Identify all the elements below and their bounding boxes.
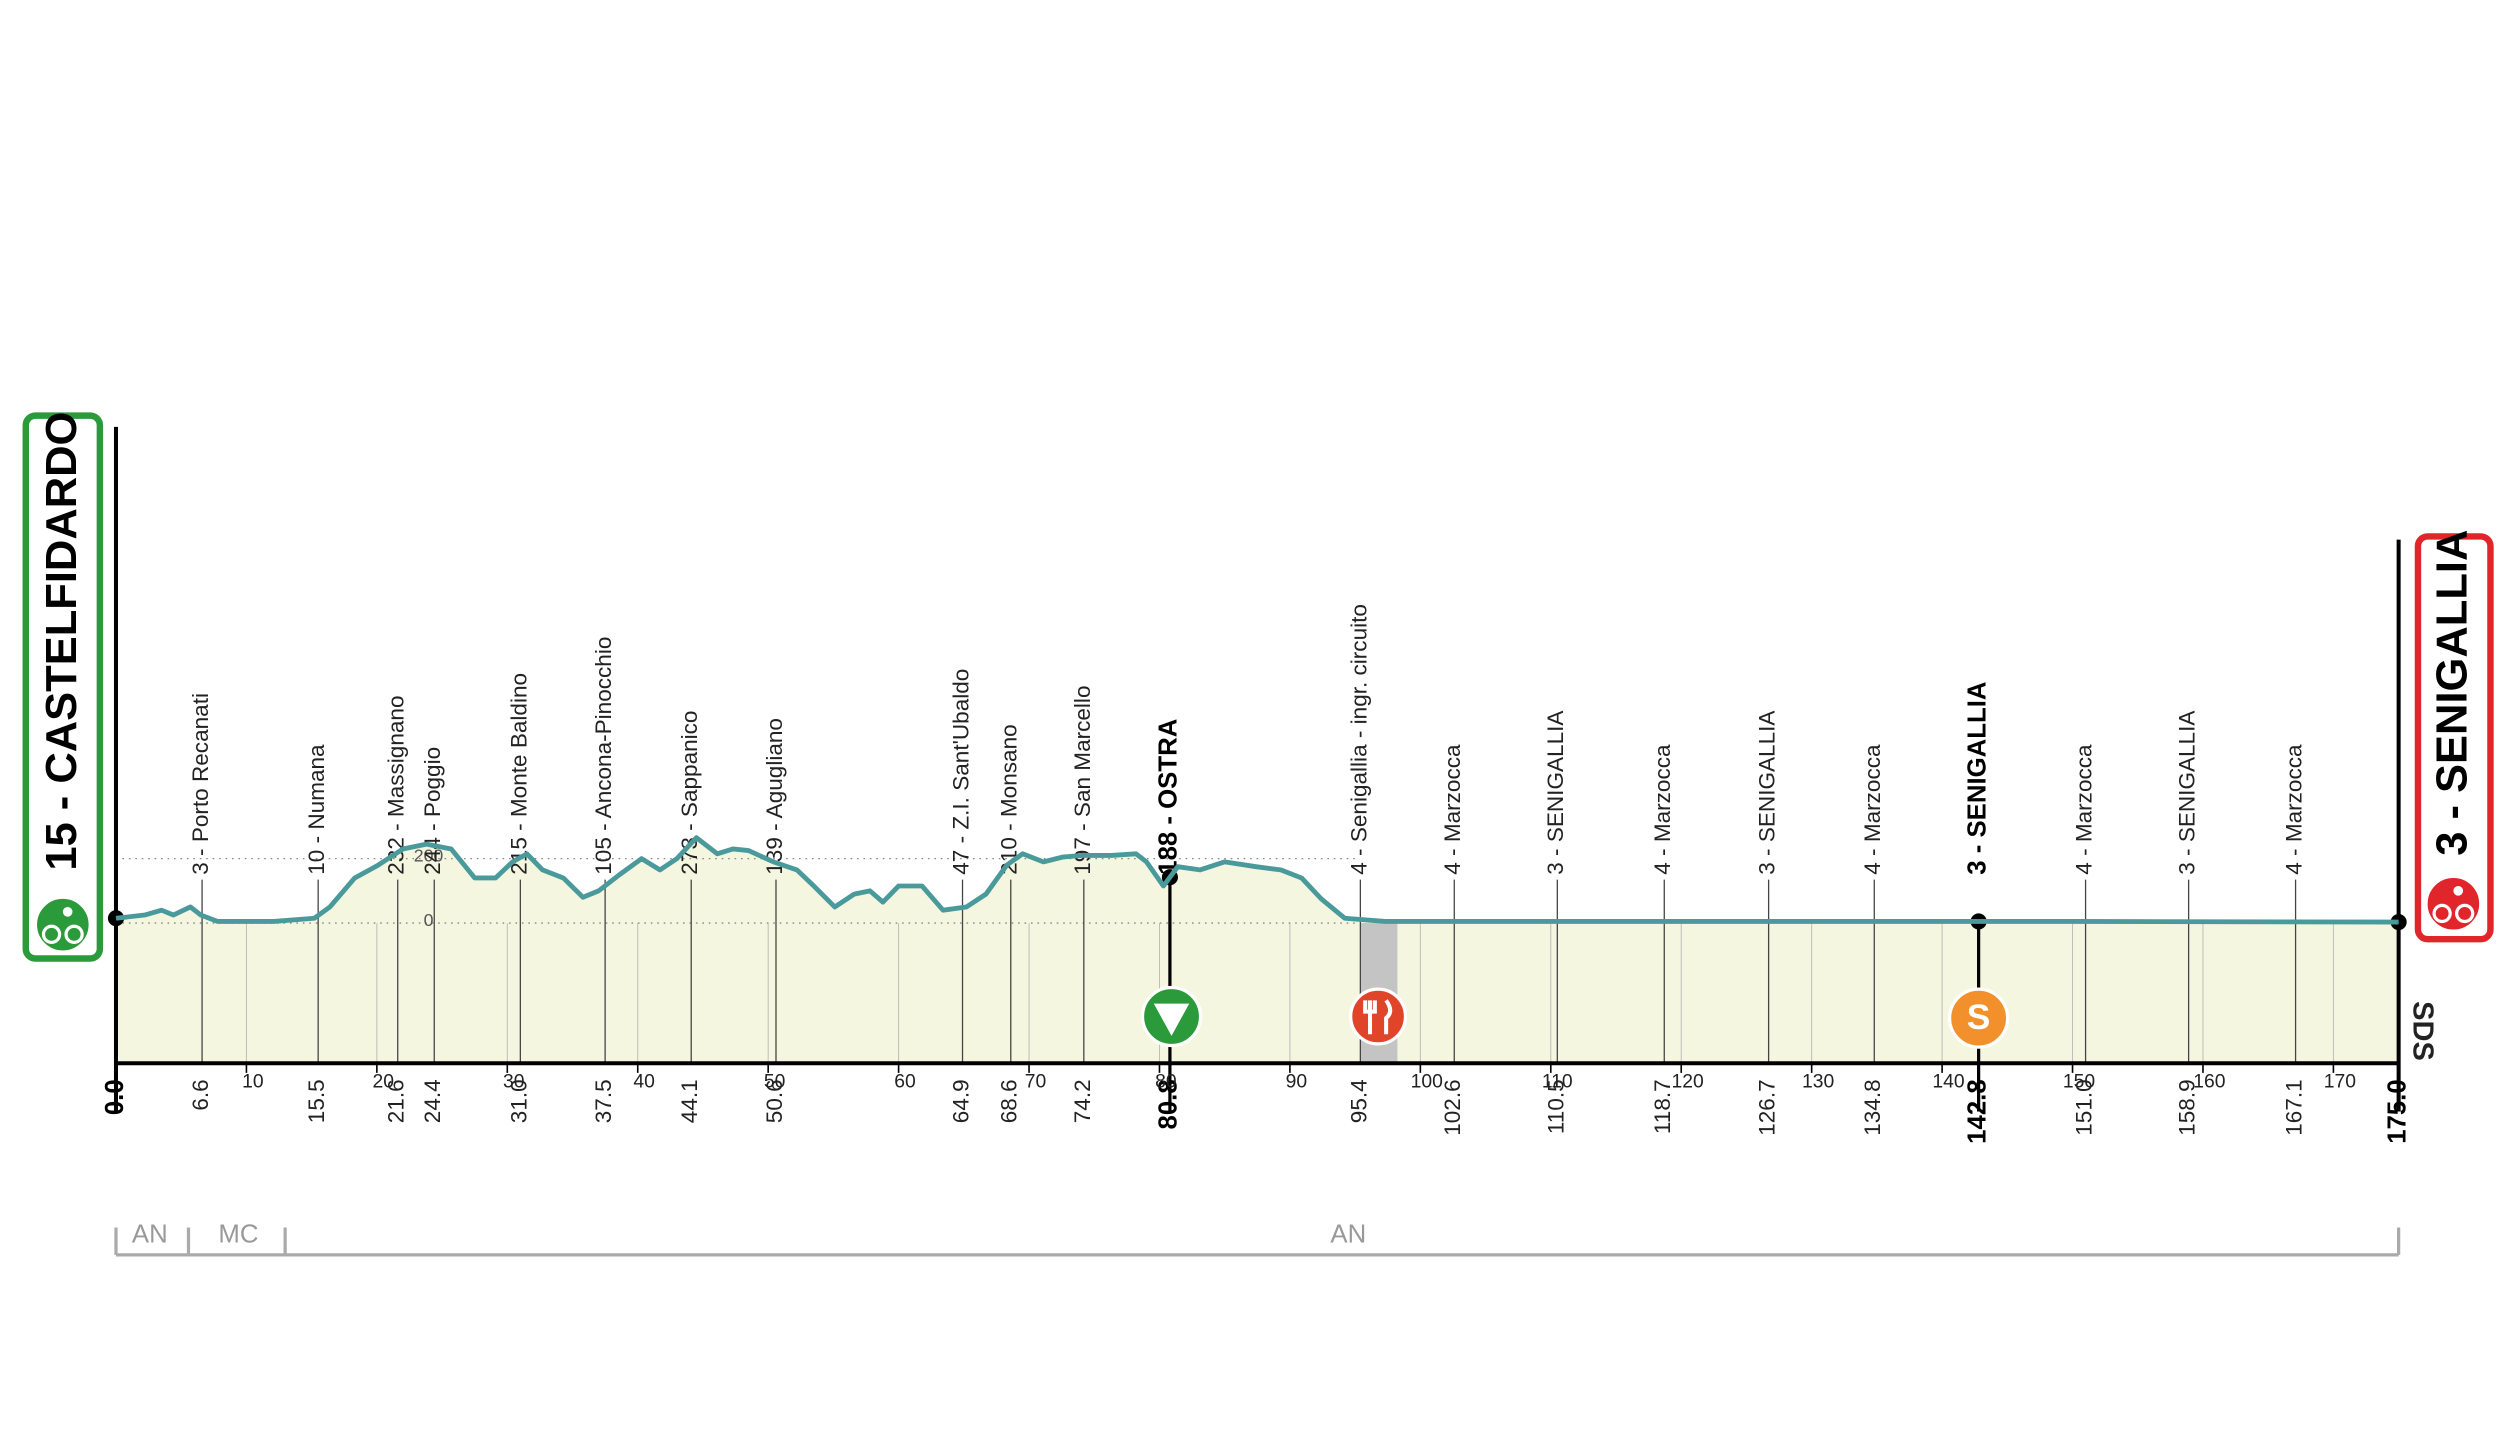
waypoint-km: 6.6 (188, 1079, 213, 1110)
start-badge (22, 412, 104, 962)
waypoint-km: 24.4 (420, 1079, 445, 1123)
waypoint-name: 4 - Marzocca (2072, 744, 2097, 875)
waypoint-km: 95.4 (1346, 1079, 1371, 1123)
x-tick-label: 60 (894, 1072, 916, 1093)
waypoint-name: 273 - Sappanico (677, 711, 702, 875)
x-tick-label: 30 (503, 1072, 525, 1093)
waypoint-name: 3 - SENIGALLIA (2175, 711, 2200, 875)
x-tick-label: 140 (1932, 1072, 1964, 1093)
waypoint-name: 3 - SENIGALLIA (1543, 711, 1568, 875)
region-label: AN (132, 1220, 168, 1248)
sprint-marker (1948, 987, 2010, 1049)
waypoint-km: 15.5 (304, 1079, 329, 1123)
waypoint-km: 50.6 (762, 1079, 787, 1123)
waypoint-km: 80.8 (1155, 1079, 1183, 1129)
waypoint-km: 37.5 (591, 1079, 616, 1123)
waypoint-name: 4 - Marzocca (1860, 744, 1885, 875)
logo: SDS (2407, 1001, 2439, 1061)
profile-fill (115, 837, 2399, 1064)
x-tick-label: 90 (1286, 1072, 1308, 1093)
waypoint-name: 4 - Marzocca (2282, 744, 2307, 875)
x-tick-label: 110 (1542, 1072, 1573, 1093)
x-tick-label: 70 (1025, 1072, 1047, 1093)
waypoint-km: 74.2 (1070, 1079, 1095, 1123)
start-icon (33, 895, 92, 954)
start-label: 15 - CASTELFIDARDO (38, 412, 86, 871)
waypoint-name: 4 - Marzocca (1650, 744, 1675, 875)
waypoint-name: 139 - Agugliano (762, 718, 787, 875)
sprint-letter: S (1967, 997, 1991, 1037)
waypoint-name: 197 - San Marcello (1070, 685, 1095, 874)
x-tick-label: 50 (764, 1072, 786, 1093)
waypoint-km: 21.6 (384, 1079, 409, 1123)
waypoint-km: 167.1 (2282, 1079, 2307, 1135)
x-tick-label: 20 (373, 1072, 395, 1093)
finish-icon (2424, 874, 2483, 933)
waypoint-name: 47 - Z.I. Sant'Ubaldo (948, 669, 973, 875)
region-label: MC (218, 1220, 258, 1248)
waypoint-name: 4 - Senigallia - ingr. circuito (1346, 604, 1371, 875)
waypoint-name: 3 - SENIGALLIA (1755, 711, 1780, 875)
waypoint-name: 188 - OSTRA (1155, 719, 1183, 875)
waypoint-km: 175.0 (2383, 1079, 2411, 1143)
waypoint-km: 110.5 (1543, 1079, 1568, 1134)
finish-badge (2414, 533, 2494, 943)
profile-line (115, 835, 2399, 925)
waypoint-km: 44.1 (677, 1079, 702, 1123)
x-tick-label: 100 (1411, 1072, 1443, 1093)
waypoint-name: 3 - Porto Recanati (188, 693, 213, 875)
x-tick-label: 80 (1155, 1072, 1177, 1093)
waypoint-name: 10 - Numana (304, 744, 329, 875)
feed-marker (1349, 987, 1408, 1046)
x-tick-label: 10 (242, 1072, 264, 1093)
waypoint-name: 244 - Poggio (420, 747, 445, 875)
waypoint-name: 210 - Monsano (997, 724, 1022, 874)
waypoint-km: 126.7 (1755, 1079, 1780, 1135)
finish-label: 3 - SENIGALLIA (2428, 530, 2476, 856)
y-tick-label: 200 (414, 846, 444, 866)
x-tick-label: 170 (2324, 1072, 2356, 1093)
waypoint-km: 142.8 (1963, 1079, 1991, 1143)
y-tick-label: 0 (424, 910, 434, 930)
x-tick-label: 150 (2063, 1072, 2095, 1093)
waypoint-km: 118.7 (1650, 1079, 1675, 1134)
x-tick-label: 160 (2193, 1072, 2225, 1093)
waypoint-km: 102.6 (1440, 1079, 1465, 1135)
x-tick-label: 120 (1672, 1072, 1704, 1093)
waypoint-name: 105 - Ancona-Pinocchio (591, 637, 616, 875)
region-label: AN (1330, 1220, 1366, 1248)
waypoint-km: 151.0 (2072, 1079, 2097, 1135)
waypoint-km: 158.9 (2175, 1079, 2200, 1135)
waypoint-km: 134.8 (1860, 1079, 1885, 1135)
waypoint-name: 232 - Massignano (384, 696, 409, 875)
waypoint-km: 0.0 (101, 1079, 129, 1115)
waypoint-km: 31.0 (506, 1079, 531, 1123)
x-tick-label: 40 (633, 1072, 654, 1093)
waypoint-name: 215 - Monte Baldino (506, 673, 531, 875)
waypoint-name: 3 - SENIGALLIA (1963, 681, 1991, 874)
waypoint-km: 68.6 (997, 1079, 1022, 1123)
green-marker-triangle (1153, 1003, 1190, 1036)
x-tick-label: 130 (1802, 1072, 1834, 1093)
waypoint-name: 4 - Marzocca (1440, 744, 1465, 875)
feed-icon (1363, 999, 1393, 1035)
waypoint-km: 64.9 (948, 1079, 973, 1123)
